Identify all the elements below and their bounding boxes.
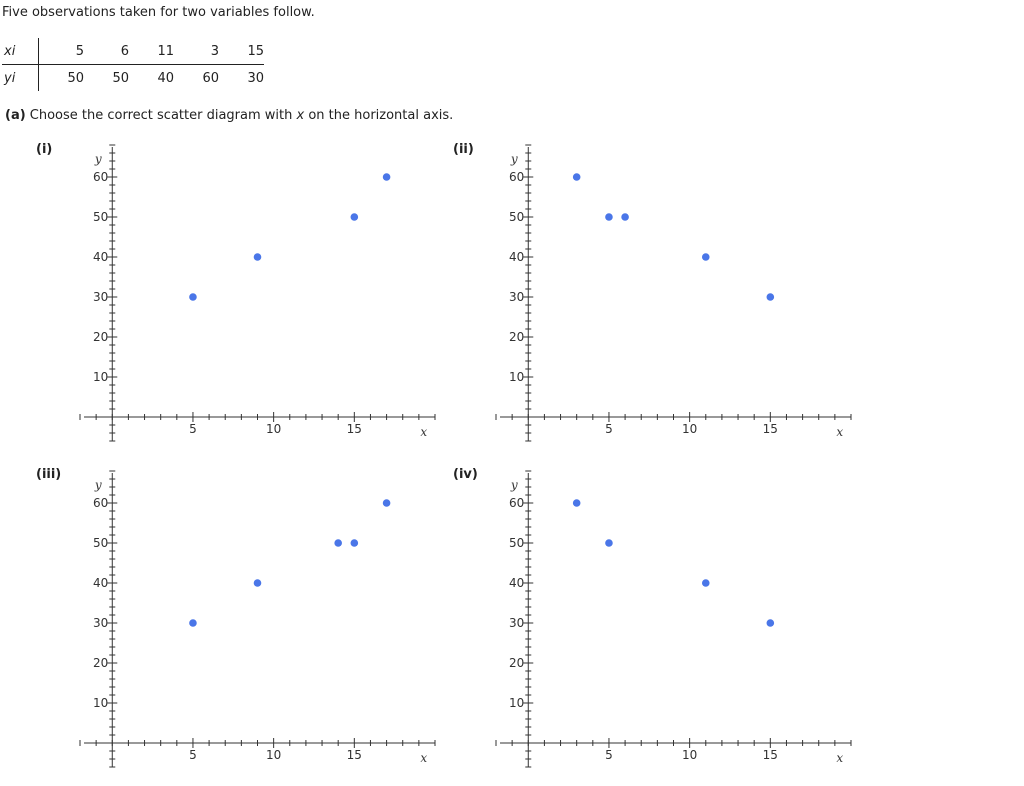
y-axis-title: y [510,478,518,492]
table-cell: 15 [219,38,264,65]
y-tick-label: 60 [509,496,524,510]
y-tick-label: 20 [509,330,524,344]
y-tick-label: 50 [509,536,524,550]
y-tick-label: 10 [509,370,524,384]
data-point [382,499,391,507]
data-point [189,619,197,627]
x-tick-label: 5 [189,422,197,436]
data-point [334,539,342,547]
y-axis-title: y [94,152,102,166]
x-tick-label: 10 [682,748,697,762]
y-tick-label: 40 [509,250,524,264]
question-text-after: on the horizontal axis. [304,108,454,123]
data-point [572,173,581,181]
y-tick-label: 40 [93,576,108,590]
option-label-iii[interactable]: (iii) [36,467,62,482]
x-axis-title: x [420,751,427,765]
data-point [701,253,710,261]
data-point [382,173,391,181]
y-tick-label: 40 [509,576,524,590]
data-point [253,579,262,587]
x-tick-label: 15 [763,748,778,762]
x-row-header: xi [2,38,39,65]
option-label-ii[interactable]: (ii) [453,142,474,157]
y-tick-label: 30 [509,290,524,304]
question-part: (a) [5,108,26,123]
scatter-plot-iv[interactable]: 5 10 15 10 20 30 40 50 60 x y [495,470,856,771]
y-row-header: yi [2,64,39,91]
table-cell: 60 [202,70,219,86]
x-axis-title: x [420,425,427,439]
y-tick-label: 30 [93,290,108,304]
table-cell: 50 [112,70,129,86]
data-point [605,213,613,221]
data-point [572,499,581,507]
x-tick-label: 15 [763,422,778,436]
table-cell: 50 [67,70,84,86]
y-tick-label: 20 [93,656,108,670]
option-label-i[interactable]: (i) [36,142,53,157]
y-tick-label: 60 [93,496,108,510]
scatter-plot-i[interactable]: 5 10 15 10 20 30 40 50 60 x y [79,144,440,445]
observations-table: xi 5 6 11 3 15 yi 50 50 40 60 30 [2,38,264,91]
x-tick-label: 10 [266,422,281,436]
x-tick-label: 15 [347,748,362,762]
table-row-x: xi 5 6 11 3 15 [2,38,264,65]
scatter-plot-ii[interactable]: 5 10 15 10 20 30 40 50 60 x y [495,144,856,445]
x-axis-title: x [836,425,843,439]
table-cell: 30 [247,70,264,86]
x-tick-label: 5 [605,422,613,436]
y-axis-title: y [510,152,518,166]
y-tick-label: 10 [93,696,108,710]
table-row-y: yi 50 50 40 60 30 [2,64,264,91]
table-cell: 5 [38,38,84,65]
y-tick-label: 20 [509,656,524,670]
y-tick-label: 60 [509,170,524,184]
y-tick-label: 40 [93,250,108,264]
y-tick-label: 50 [93,210,108,224]
x-tick-label: 5 [605,748,613,762]
data-point [766,619,775,627]
x-tick-label: 10 [266,748,281,762]
table-cell: 6 [84,38,129,65]
data-point [189,293,197,301]
question-text-before: Choose the correct scatter diagram with [25,108,297,123]
data-point [350,213,359,221]
table-cell: 11 [129,38,174,65]
x-tick-label: 5 [189,748,197,762]
data-point [253,253,262,261]
y-tick-label: 30 [509,616,524,630]
x-axis-title: x [836,751,843,765]
y-tick-label: 10 [509,696,524,710]
y-tick-label: 50 [509,210,524,224]
y-axis-title: y [94,478,102,492]
data-point [605,539,613,547]
x-tick-label: 10 [682,422,697,436]
y-tick-label: 30 [93,616,108,630]
question-text: (a) Choose the correct scatter diagram w… [5,108,453,123]
table-cell: 3 [174,38,219,65]
data-point [350,539,359,547]
data-point [701,579,710,587]
x-tick-label: 15 [347,422,362,436]
intro-text: Five observations taken for two variable… [2,5,315,20]
y-tick-label: 50 [93,536,108,550]
data-point [766,293,775,301]
data-point [621,213,629,221]
y-tick-label: 20 [93,330,108,344]
scatter-plot-iii[interactable]: 5 10 15 10 20 30 40 50 60 x y [79,470,440,771]
y-tick-label: 60 [93,170,108,184]
table-cell: 40 [157,70,174,86]
question-var: x [296,108,305,123]
y-tick-label: 10 [93,370,108,384]
option-label-iv[interactable]: (iv) [453,467,478,482]
